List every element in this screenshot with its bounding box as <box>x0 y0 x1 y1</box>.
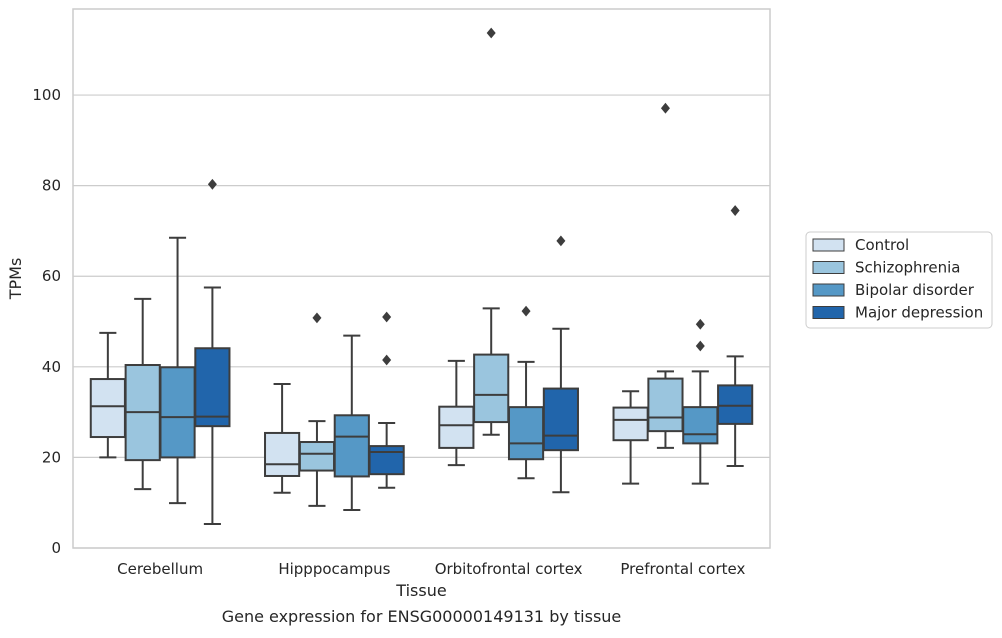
box-iqr <box>438 405 475 449</box>
box <box>473 27 510 436</box>
legend-entry-label: Bipolar disorder <box>855 281 975 299</box>
x-tick-label: Cerebellum <box>117 560 203 578</box>
box-iqr <box>159 366 196 459</box>
y-tick-label: 100 <box>32 86 61 104</box>
outlier-point <box>730 205 740 216</box>
box <box>507 305 545 480</box>
outlier-point <box>695 318 705 330</box>
y-tick-label: 20 <box>42 448 61 466</box>
y-tick-label: 60 <box>42 267 61 285</box>
box <box>298 312 336 507</box>
x-tick-label: Orbitofrontal cortex <box>435 560 583 578</box>
outlier-point <box>207 178 217 190</box>
outlier-point <box>382 311 392 323</box>
box <box>647 102 684 449</box>
box-iqr <box>473 353 510 424</box>
x-axis-label: Tissue <box>395 581 446 600</box>
box-iqr <box>682 406 719 445</box>
outlier-point <box>556 235 566 247</box>
box-iqr <box>717 384 754 425</box>
outlier-point <box>695 340 705 352</box>
legend-entry-label: Major depression <box>855 304 983 322</box>
box-iqr <box>333 414 370 478</box>
box-iqr <box>507 406 545 461</box>
legend: Control Schizophrenia Bipolar disorder Majo… <box>805 231 993 329</box>
outlier-point <box>660 102 670 114</box>
box-iqr <box>264 431 301 477</box>
box <box>194 178 231 525</box>
plot-frame <box>72 8 771 549</box>
chart-caption: Gene expression for ENSG00000149131 by t… <box>222 607 622 626</box>
box <box>264 383 301 494</box>
x-tick-label: Hipppocampus <box>278 560 390 578</box>
box-iqr <box>647 377 684 433</box>
y-tick-label: 0 <box>51 539 61 557</box>
box <box>124 297 161 491</box>
y-tick-label: 80 <box>42 177 61 195</box>
box-iqr <box>542 387 579 452</box>
legend-swatch <box>812 283 845 297</box>
box-iqr <box>612 406 649 442</box>
tick-labels: 0 20 40 60 80 100 Cerebellum Hipppocampus Orbito… <box>32 86 745 578</box>
box <box>682 318 719 485</box>
y-axis-label: TPMs <box>6 258 25 301</box>
legend-swatch <box>812 238 845 252</box>
box-iqr <box>89 378 126 439</box>
outlier-point <box>312 312 322 324</box>
boxes-layer <box>89 27 754 525</box>
legend-entry-label: Control <box>855 236 909 254</box>
legend-swatch <box>812 306 845 319</box>
box <box>612 390 649 485</box>
box <box>159 236 196 505</box>
legend-frame <box>805 231 993 329</box>
legend-swatch <box>812 261 845 274</box>
box <box>368 311 405 489</box>
outlier-point <box>382 354 392 366</box>
legend-entry-label: Schizophrenia <box>855 259 960 277</box>
box <box>333 334 370 511</box>
box <box>542 235 579 494</box>
box <box>438 359 475 467</box>
outlier-point <box>521 305 531 317</box>
y-tick-label: 40 <box>42 358 61 376</box>
box <box>717 205 754 468</box>
box-iqr <box>194 347 231 428</box>
x-tick-label: Prefrontal cortex <box>620 560 745 578</box>
box-iqr <box>368 445 405 476</box>
outlier-point <box>486 27 496 39</box>
box-iqr <box>298 441 336 472</box>
box <box>89 331 126 459</box>
